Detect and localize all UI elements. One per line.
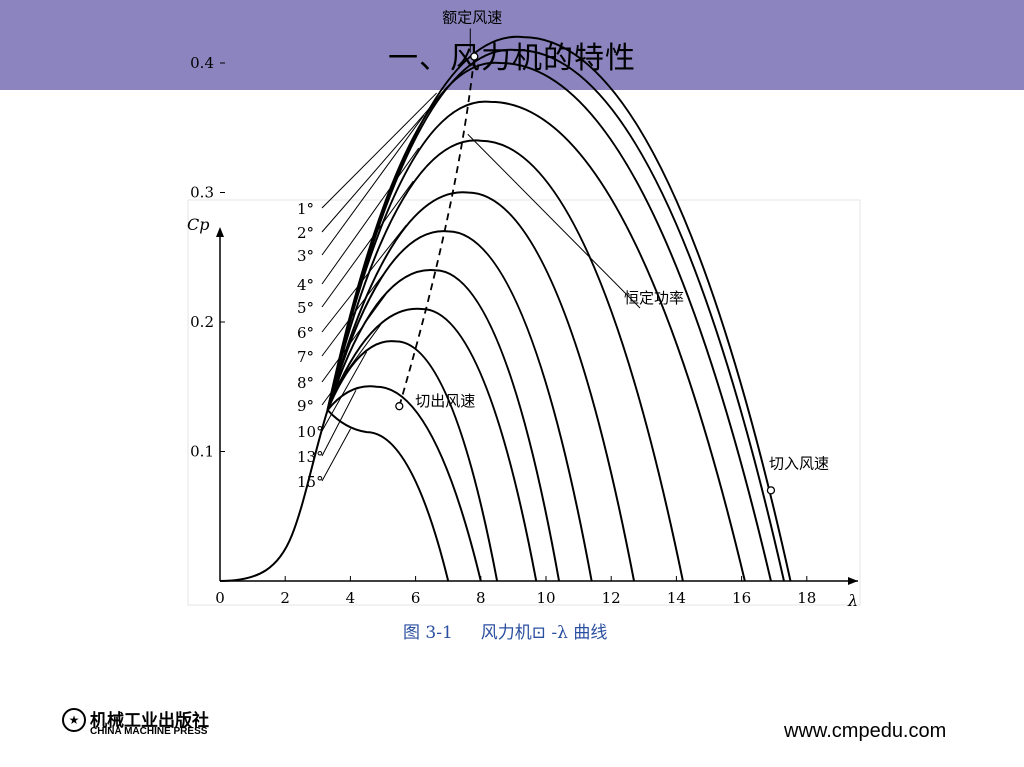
y-axis-arrow-icon: [216, 227, 224, 237]
annotation-leader-line: [467, 133, 641, 309]
pitch-curve: [326, 61, 772, 582]
pitch-label: 6°: [297, 324, 314, 342]
pitch-label: 8°: [297, 374, 314, 392]
x-tick-label: 8: [476, 589, 486, 607]
website-url: www.cmpedu.com: [784, 720, 947, 742]
y-tick-label: 0.4: [190, 54, 214, 72]
x-axis-arrow-icon: [848, 577, 858, 585]
pitch-leader-line: [321, 224, 407, 333]
cut-in-speed-point: [766, 486, 776, 495]
figure-frame: [187, 199, 861, 606]
pitch-label: 1°: [297, 200, 314, 218]
y-tick-label: 0.1: [190, 443, 214, 461]
pitch-leader-line: [321, 114, 425, 256]
pitch-leader-line: [321, 390, 357, 457]
x-tick-label: 14: [667, 589, 686, 607]
pitch-curve: [326, 48, 785, 582]
y-tick-label: 0.3: [190, 184, 214, 202]
pitch-label: 7°: [297, 348, 314, 366]
y-tick-label: 0.2: [190, 313, 214, 331]
pitch-leader-line: [321, 290, 389, 383]
pitch-label: 15°: [297, 473, 324, 491]
pitch-curve: [326, 409, 450, 582]
pitch-label: 10°: [297, 423, 324, 441]
x-tick-label: 18: [797, 589, 816, 607]
pitch-curve: [326, 191, 636, 582]
x-tick-label: 2: [280, 589, 290, 607]
cut-out-speed-point: [395, 402, 404, 411]
pitch-leader-line: [321, 428, 352, 482]
figure-caption: 图 3-1 风力机⊡ -λ 曲线: [403, 618, 635, 643]
annotation-constant-power: 恒定功率: [624, 289, 684, 307]
title-bar: [0, 0, 1024, 90]
pitch-leader-line: [321, 92, 437, 209]
shared-rising-curve: [219, 409, 329, 582]
pitch-label: 3°: [297, 247, 314, 265]
x-tick-label: 6: [411, 589, 421, 607]
rated-speed-point: [470, 52, 479, 61]
publisher-name-cn: 机械工业出版社: [90, 711, 209, 731]
pitch-curve: [326, 139, 684, 582]
pitch-curve: [326, 307, 538, 582]
pitch-leader-line: [321, 147, 420, 285]
figure-caption-text: 风力机⊡ -λ 曲线: [480, 623, 608, 643]
pitch-curve: [326, 385, 482, 582]
x-tick-label: 12: [602, 589, 621, 607]
x-tick-label: 16: [732, 589, 751, 607]
annotation-cut-out-speed: 切出风速: [415, 392, 475, 410]
pitch-label: 4°: [297, 276, 314, 294]
x-tick-label: 4: [346, 589, 356, 607]
pitch-curve: [326, 340, 499, 582]
cp-lambda-chart: 0246810121416180.10.20.30.40.5Cpλ1°2°3°4…: [187, 9, 861, 610]
pitch-leader-line: [321, 323, 382, 406]
annotation-cut-in-speed: 切入风速: [769, 454, 829, 472]
x-tick-label: 10: [536, 589, 555, 607]
pitch-label: 9°: [297, 397, 314, 415]
x-axis-label: λ: [847, 591, 858, 610]
pitch-leader-line: [321, 103, 434, 233]
y-axis-label: Cp: [187, 215, 209, 234]
pitch-leader-line: [321, 180, 414, 308]
pitch-curve: [326, 230, 593, 582]
figure-number: 图 3-1: [403, 623, 453, 643]
pitch-leader-line: [321, 351, 368, 432]
dashed-operating-line: [398, 56, 476, 407]
annotation-rated-speed: 额定风速: [442, 9, 502, 27]
pitch-label: 5°: [297, 299, 314, 317]
pitch-leader-line: [321, 257, 396, 357]
pitch-label: 2°: [297, 224, 314, 242]
publisher-emblem-icon: ★: [62, 708, 86, 732]
x-tick-label: 0: [215, 589, 225, 607]
pitch-label: 13°: [297, 448, 324, 466]
publisher-name-en: CHINA MACHINE PRESS: [90, 726, 208, 737]
